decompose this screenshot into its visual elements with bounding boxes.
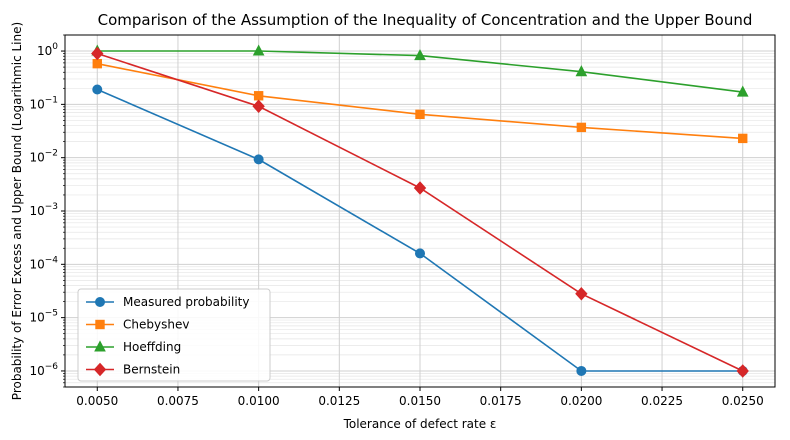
y-tick-label: 10−5 [29, 309, 58, 325]
x-tick-label: 0.0225 [641, 394, 683, 408]
series-layer [91, 44, 749, 378]
data-point [92, 84, 103, 95]
x-axis: 0.0050 0.0075 0.0100 0.0125 0.0150 0.0175 0.02… [76, 387, 764, 408]
series-bernstein [91, 46, 749, 378]
legend-label: Bernstein [123, 363, 180, 377]
y-tick-label: 100 [37, 42, 58, 58]
data-point [736, 85, 749, 97]
data-point [736, 364, 749, 378]
y-axis-label: Probability of Error Excess and Upper Bo… [10, 22, 24, 400]
data-point [414, 49, 426, 61]
y-tick-label: 10−4 [29, 255, 58, 271]
x-tick-label: 0.0175 [480, 394, 522, 408]
data-point [575, 287, 588, 301]
data-point [738, 133, 748, 144]
series-chebyshev [92, 58, 748, 144]
data-point [576, 365, 587, 376]
legend-item: Measured probability [86, 295, 249, 309]
legend-box [77, 288, 271, 382]
y-tick-label: 10−2 [29, 149, 58, 165]
data-point [415, 109, 425, 120]
legend: Measured probability Chebyshev Hoeffding Be… [77, 288, 271, 382]
data-point [575, 65, 588, 77]
data-point [415, 248, 425, 259]
data-point [413, 181, 427, 195]
x-tick-label: 0.0150 [399, 394, 441, 408]
chart-title: Comparison of the Assumption of the Ineq… [98, 11, 753, 29]
data-point [92, 58, 102, 69]
x-tick-label: 0.0125 [318, 394, 360, 408]
legend-item: Bernstein [86, 363, 180, 377]
legend-marker [94, 340, 106, 352]
legend-label: Measured probability [123, 295, 249, 309]
x-tick-label: 0.0200 [560, 394, 602, 408]
data-point [253, 91, 264, 101]
data-point [91, 46, 104, 61]
legend-marker [95, 297, 105, 307]
legend-item: Hoeffding [86, 340, 181, 354]
x-tick-label: 0.0100 [238, 394, 280, 408]
y-axis: 10−6 10−5 10−4 10−3 10−2 10−1 100 [29, 34, 65, 388]
x-axis-label: Tolerance of defect rate ε [343, 417, 497, 431]
data-point [576, 122, 587, 133]
y-tick-label: 10−1 [29, 95, 58, 111]
legend-label: Chebyshev [123, 318, 189, 332]
legend-marker [95, 319, 105, 330]
y-tick-label: 10−6 [29, 362, 58, 378]
x-tick-label: 0.0050 [76, 394, 118, 408]
legend-label: Hoeffding [123, 340, 181, 354]
y-tick-label: 10−3 [29, 202, 58, 218]
x-tick-label: 0.0250 [722, 394, 764, 408]
legend-marker [93, 362, 107, 377]
data-point [252, 44, 265, 56]
legend-item: Chebyshev [86, 318, 189, 332]
data-point [252, 99, 265, 114]
data-point [253, 154, 264, 165]
x-tick-label: 0.0075 [157, 394, 199, 408]
